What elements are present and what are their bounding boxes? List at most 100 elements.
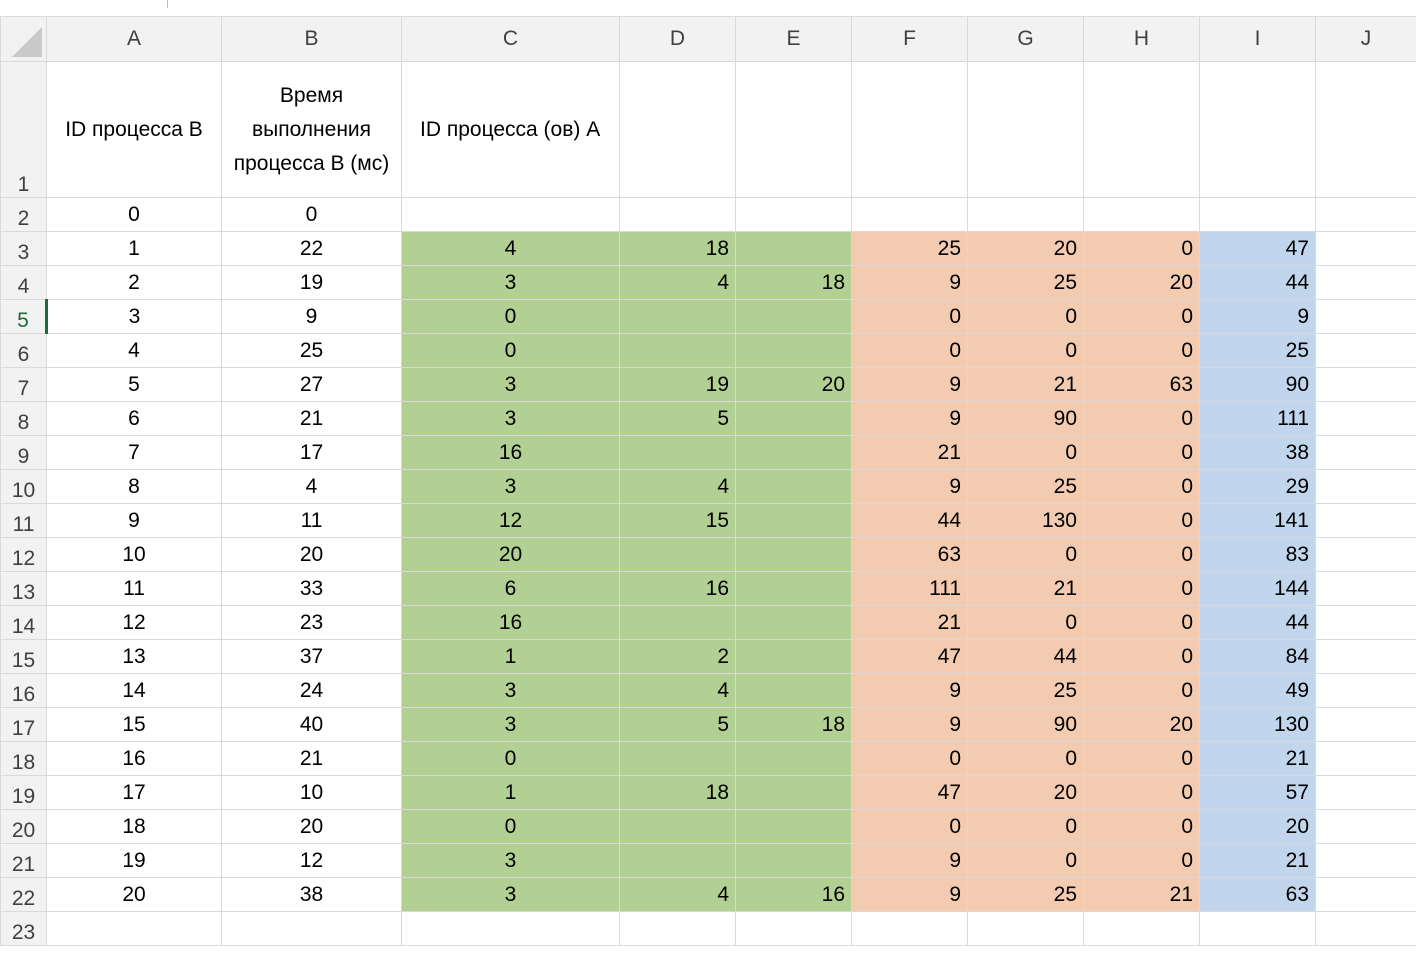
cell-d23[interactable] [619, 911, 736, 946]
cell-g18[interactable]: 0 [967, 741, 1084, 776]
cell-d6[interactable] [619, 333, 736, 368]
cell-j5[interactable] [1315, 299, 1416, 334]
cell-j4[interactable] [1315, 265, 1416, 300]
cell-a3[interactable]: 1 [46, 231, 222, 266]
cell-e22[interactable]: 16 [735, 877, 852, 912]
cell-d18[interactable] [619, 741, 736, 776]
cell-c14[interactable]: 16 [401, 605, 620, 640]
cell-g11[interactable]: 130 [967, 503, 1084, 538]
cell-a19[interactable]: 17 [46, 775, 222, 810]
cell-g16[interactable]: 25 [967, 673, 1084, 708]
cell-j22[interactable] [1315, 877, 1416, 912]
cell-j15[interactable] [1315, 639, 1416, 674]
cell-i8[interactable]: 111 [1199, 401, 1316, 436]
cell-e14[interactable] [735, 605, 852, 640]
cell-d12[interactable] [619, 537, 736, 572]
cell-b16[interactable]: 24 [221, 673, 402, 708]
cell-i21[interactable]: 21 [1199, 843, 1316, 878]
row-header[interactable]: 9 [0, 435, 47, 470]
column-header-c[interactable]: C [401, 16, 620, 62]
cell-a7[interactable]: 5 [46, 367, 222, 402]
cell-b1[interactable]: Время выполнения процесса B (мс) [221, 61, 402, 198]
cell-e21[interactable] [735, 843, 852, 878]
cell-b17[interactable]: 40 [221, 707, 402, 742]
cell-d10[interactable]: 4 [619, 469, 736, 504]
cell-i14[interactable]: 44 [1199, 605, 1316, 640]
cell-f6[interactable]: 0 [851, 333, 968, 368]
cell-d14[interactable] [619, 605, 736, 640]
cell-h23[interactable] [1083, 911, 1200, 946]
cell-h5[interactable]: 0 [1083, 299, 1200, 334]
cell-f16[interactable]: 9 [851, 673, 968, 708]
cell-c13[interactable]: 6 [401, 571, 620, 606]
cell-i7[interactable]: 90 [1199, 367, 1316, 402]
cell-e19[interactable] [735, 775, 852, 810]
cell-d17[interactable]: 5 [619, 707, 736, 742]
cell-h7[interactable]: 63 [1083, 367, 1200, 402]
cell-i10[interactable]: 29 [1199, 469, 1316, 504]
row-header[interactable]: 20 [0, 809, 47, 844]
column-header-f[interactable]: F [851, 16, 968, 62]
cell-i22[interactable]: 63 [1199, 877, 1316, 912]
cell-e1[interactable] [735, 61, 852, 198]
cell-c18[interactable]: 0 [401, 741, 620, 776]
cell-g14[interactable]: 0 [967, 605, 1084, 640]
cell-e4[interactable]: 18 [735, 265, 852, 300]
cell-c4[interactable]: 3 [401, 265, 620, 300]
row-header[interactable]: 13 [0, 571, 47, 606]
cell-h21[interactable]: 0 [1083, 843, 1200, 878]
row-header[interactable]: 4 [0, 265, 47, 300]
row-header[interactable]: 8 [0, 401, 47, 436]
cell-a17[interactable]: 15 [46, 707, 222, 742]
cell-c8[interactable]: 3 [401, 401, 620, 436]
cell-h22[interactable]: 21 [1083, 877, 1200, 912]
select-all-corner[interactable] [0, 16, 47, 62]
cell-b12[interactable]: 20 [221, 537, 402, 572]
cell-a14[interactable]: 12 [46, 605, 222, 640]
column-header-h[interactable]: H [1083, 16, 1200, 62]
cell-b14[interactable]: 23 [221, 605, 402, 640]
cell-g22[interactable]: 25 [967, 877, 1084, 912]
cell-e2[interactable] [735, 197, 852, 232]
cell-d5[interactable] [619, 299, 736, 334]
cell-h11[interactable]: 0 [1083, 503, 1200, 538]
cell-i6[interactable]: 25 [1199, 333, 1316, 368]
cell-f12[interactable]: 63 [851, 537, 968, 572]
cell-a18[interactable]: 16 [46, 741, 222, 776]
cell-h8[interactable]: 0 [1083, 401, 1200, 436]
cell-j6[interactable] [1315, 333, 1416, 368]
cell-d1[interactable] [619, 61, 736, 198]
cell-g7[interactable]: 21 [967, 367, 1084, 402]
cell-d16[interactable]: 4 [619, 673, 736, 708]
cell-g20[interactable]: 0 [967, 809, 1084, 844]
cell-c16[interactable]: 3 [401, 673, 620, 708]
column-header-b[interactable]: B [221, 16, 402, 62]
column-header-i[interactable]: I [1199, 16, 1316, 62]
spreadsheet-grid[interactable]: A B C D E F G H I J 1 ID процесса B Врем… [0, 16, 1416, 958]
cell-i2[interactable] [1199, 197, 1316, 232]
row-header[interactable]: 11 [0, 503, 47, 538]
cell-j17[interactable] [1315, 707, 1416, 742]
cell-j11[interactable] [1315, 503, 1416, 538]
cell-i15[interactable]: 84 [1199, 639, 1316, 674]
cell-a5[interactable]: 3 [46, 299, 222, 334]
cell-h2[interactable] [1083, 197, 1200, 232]
cell-c12[interactable]: 20 [401, 537, 620, 572]
row-header[interactable]: 6 [0, 333, 47, 368]
column-header-j[interactable]: J [1315, 16, 1416, 62]
cell-h9[interactable]: 0 [1083, 435, 1200, 470]
cell-d2[interactable] [619, 197, 736, 232]
cell-g1[interactable] [967, 61, 1084, 198]
cell-f18[interactable]: 0 [851, 741, 968, 776]
cell-j2[interactable] [1315, 197, 1416, 232]
cell-e6[interactable] [735, 333, 852, 368]
cell-d22[interactable]: 4 [619, 877, 736, 912]
cell-j13[interactable] [1315, 571, 1416, 606]
cell-c7[interactable]: 3 [401, 367, 620, 402]
cell-h13[interactable]: 0 [1083, 571, 1200, 606]
cell-b20[interactable]: 20 [221, 809, 402, 844]
cell-f4[interactable]: 9 [851, 265, 968, 300]
cell-e11[interactable] [735, 503, 852, 538]
cell-h17[interactable]: 20 [1083, 707, 1200, 742]
cell-i5[interactable]: 9 [1199, 299, 1316, 334]
